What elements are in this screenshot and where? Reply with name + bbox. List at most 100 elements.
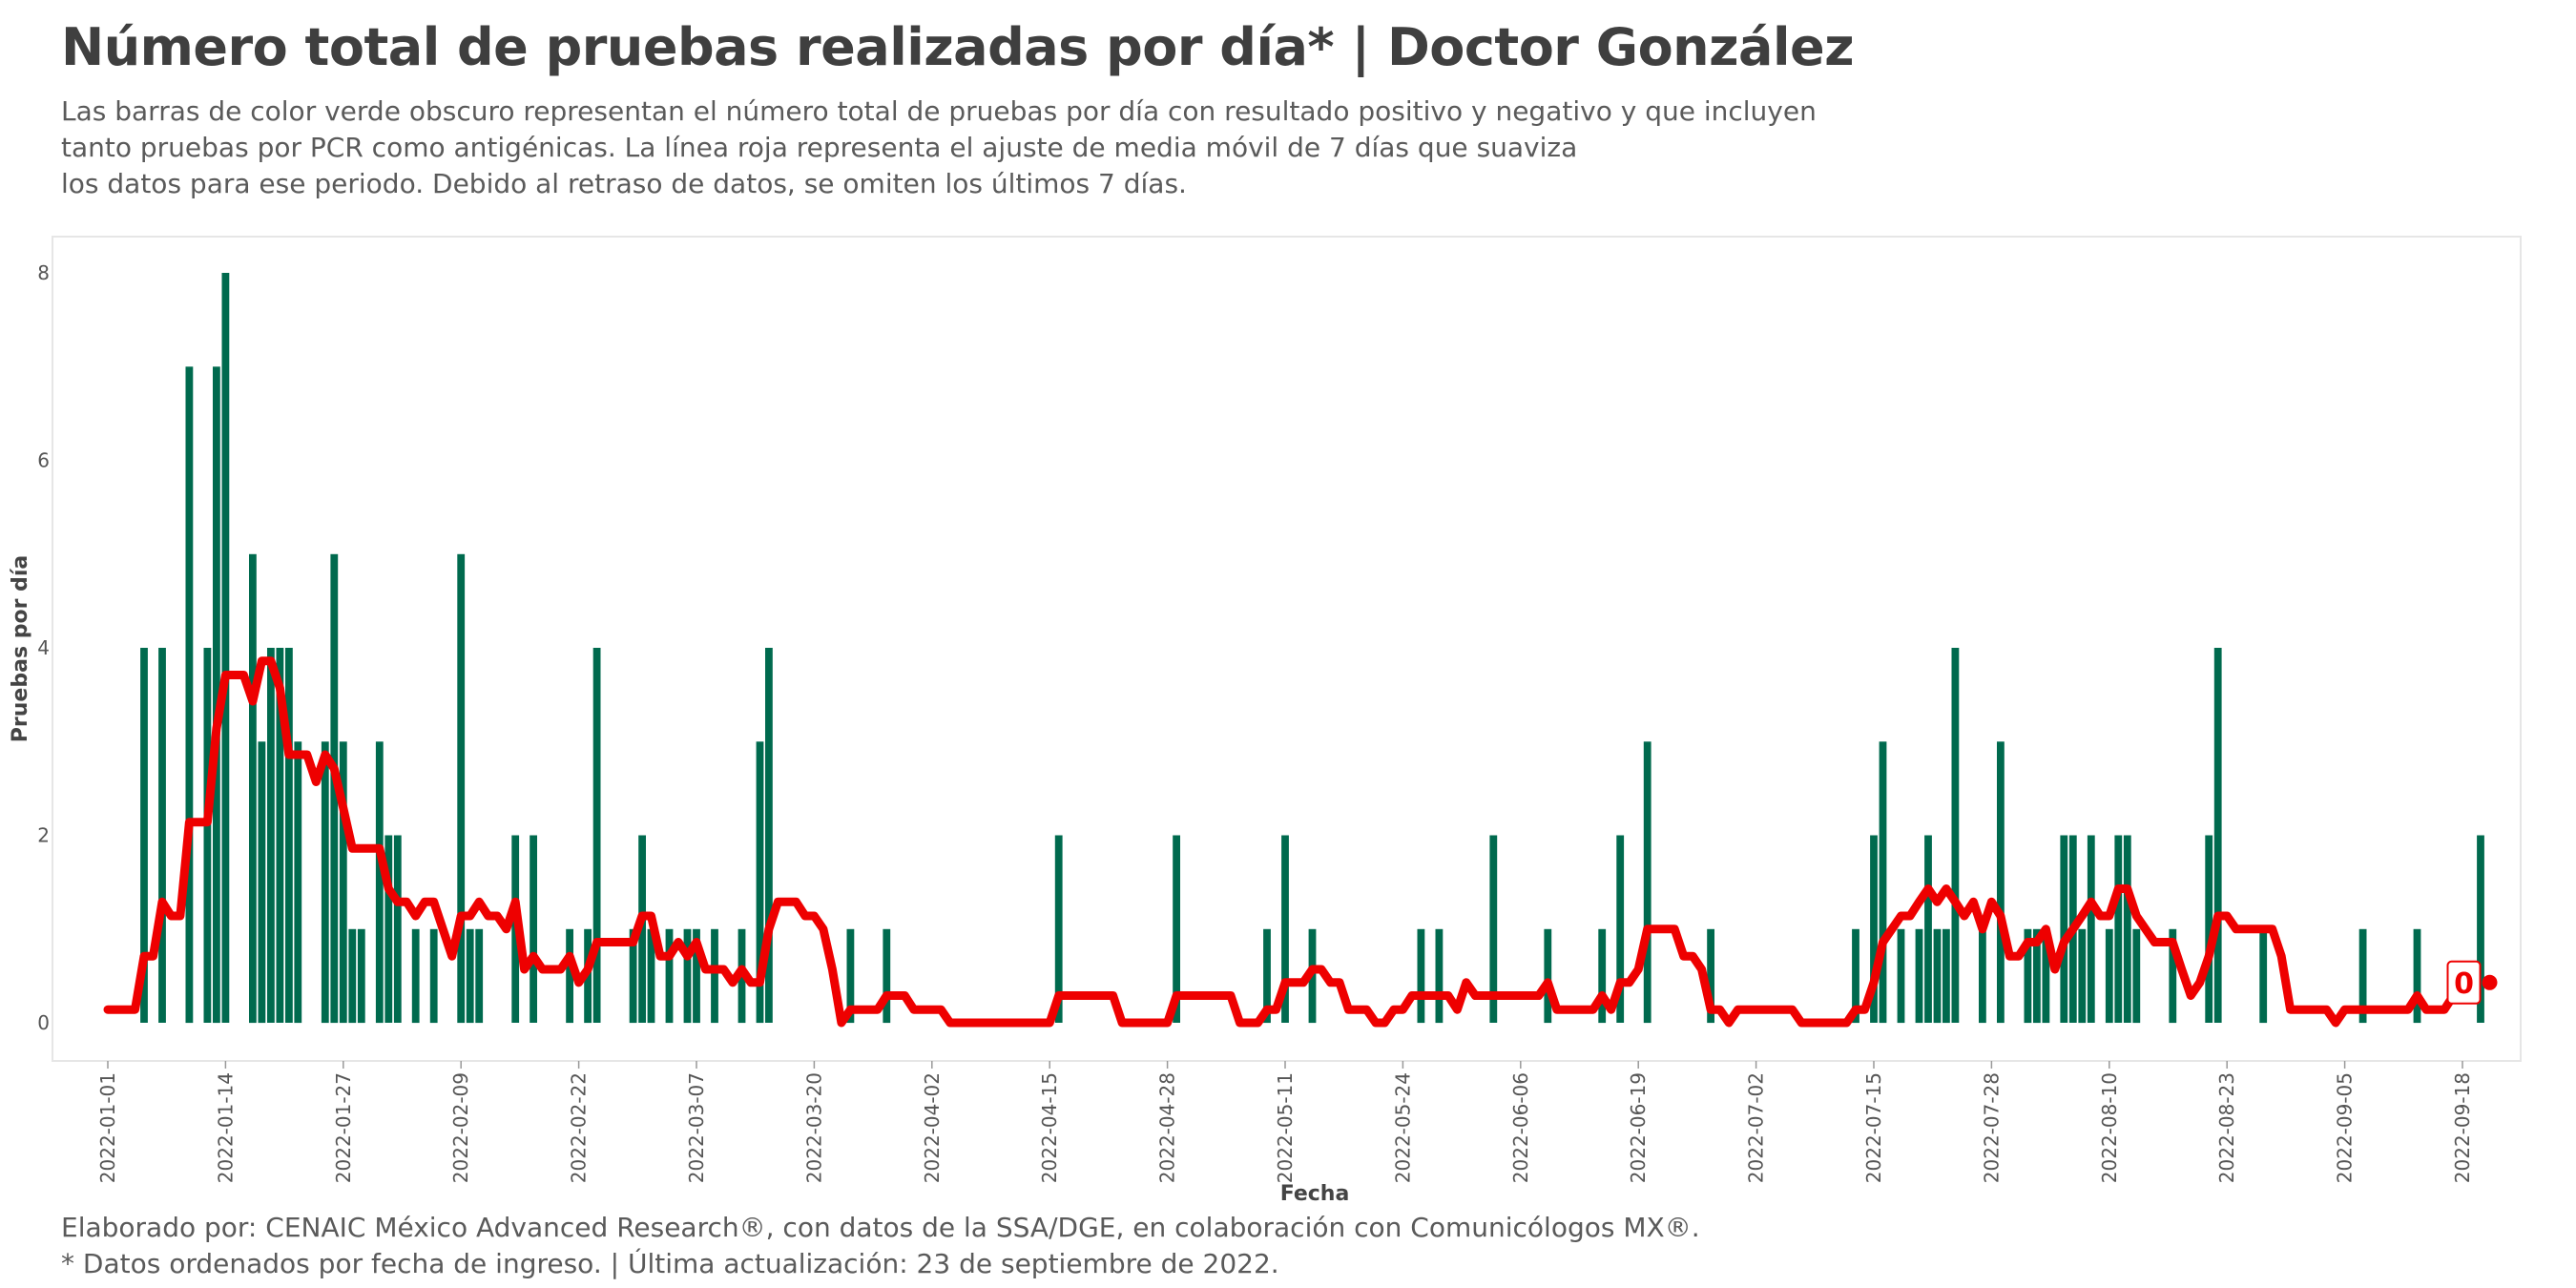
bar (1173, 835, 1180, 1023)
y-tick-label: 8 (37, 261, 50, 284)
bar (321, 741, 329, 1024)
end-marker: 0 (2446, 960, 2498, 1005)
end-label: 0 (2454, 967, 2474, 1001)
y-tick-label: 6 (37, 449, 50, 472)
bar (475, 928, 484, 1024)
bar (1951, 648, 1960, 1023)
subtitle-line: tanto pruebas por PCR como antigénicas. … (61, 132, 1578, 163)
bar (1263, 928, 1271, 1024)
bar (2477, 835, 2484, 1023)
bar (258, 741, 266, 1024)
end-label-box (2446, 960, 2482, 1005)
x-tick-label: 2022-08-23 (2215, 1072, 2238, 1183)
bar (1707, 928, 1714, 1024)
bar (2024, 928, 2032, 1024)
bar (249, 553, 257, 1024)
bar (276, 648, 284, 1023)
bar (384, 835, 393, 1023)
bar (330, 553, 339, 1024)
bar (285, 648, 293, 1023)
plot-area-border (52, 236, 2522, 1062)
x-axis: 2022-01-01 2022-01-14 2022-01-27 2022-02-09… (96, 1061, 2474, 1183)
subtitle-line: los datos para ese periodo. Debido al re… (61, 168, 1187, 199)
bar (429, 928, 438, 1024)
x-tick-label: 2022-09-05 (2334, 1072, 2357, 1183)
bar (756, 741, 764, 1024)
x-tick-label: 2022-05-24 (1391, 1072, 1414, 1183)
bar (2078, 928, 2087, 1024)
y-tick-label: 2 (37, 824, 50, 847)
bar (2132, 928, 2141, 1024)
bar (158, 648, 166, 1023)
moving-average-line (103, 656, 2476, 1028)
x-tick-label: 2022-02-22 (568, 1072, 591, 1183)
x-tick-label: 2022-01-14 (214, 1072, 237, 1183)
bar (1544, 928, 1552, 1024)
x-tick-label: 2022-06-06 (1509, 1072, 1532, 1183)
x-axis-title: Fecha (1280, 1182, 1350, 1206)
bar (1643, 741, 1652, 1024)
bar (1897, 928, 1905, 1024)
bar (711, 928, 718, 1024)
bar (375, 741, 384, 1024)
y-axis: 0 2 4 6 8 (37, 261, 50, 1034)
bar (1417, 928, 1425, 1024)
bar (203, 648, 212, 1023)
bar (1852, 928, 1859, 1024)
bar (2060, 835, 2068, 1023)
bar (411, 928, 420, 1024)
bar (1616, 835, 1625, 1023)
x-tick-label: 2022-04-15 (1038, 1072, 1061, 1183)
bar (2259, 928, 2268, 1024)
x-tick-label: 2022-07-28 (1980, 1072, 2003, 1183)
bar (2033, 928, 2041, 1024)
x-tick-label: 2022-08-10 (2098, 1072, 2121, 1183)
x-tick-label: 2022-04-28 (1156, 1072, 1179, 1183)
bar (2105, 928, 2113, 1024)
chart-title: Número total de pruebas realizadas por d… (61, 17, 1855, 77)
bar (466, 928, 474, 1024)
bar (883, 928, 891, 1024)
bar (1942, 928, 1950, 1024)
bar (2114, 835, 2123, 1023)
bar (2213, 648, 2222, 1023)
bar (2042, 928, 2050, 1024)
bar (629, 928, 637, 1024)
bar (1879, 741, 1887, 1024)
x-tick-label: 2022-01-27 (332, 1072, 355, 1183)
bar (1435, 928, 1444, 1024)
bar (765, 648, 773, 1023)
bar (1997, 741, 2005, 1024)
bar (846, 928, 855, 1024)
bar (2358, 928, 2367, 1024)
bar (1281, 835, 1289, 1023)
x-tick-label: 2022-06-19 (1627, 1072, 1650, 1183)
bar (530, 835, 537, 1023)
x-tick-label: 2022-04-02 (921, 1072, 944, 1183)
caption-line: Elaborado por: CENAIC México Advanced Re… (61, 1212, 1700, 1243)
x-tick-label: 2022-07-15 (1862, 1072, 1885, 1183)
bar (2087, 835, 2095, 1023)
caption-line: * Datos ordenados por fecha de ingreso. … (61, 1248, 1279, 1279)
x-tick-label: 2022-03-07 (685, 1072, 708, 1183)
bar (267, 648, 275, 1023)
x-tick-label: 2022-07-02 (1745, 1072, 1768, 1183)
bar (213, 366, 220, 1024)
bar (638, 835, 646, 1023)
bar (1915, 928, 1923, 1024)
bar (566, 928, 573, 1024)
bar (1924, 835, 1932, 1023)
bar (1933, 928, 1942, 1024)
bar (221, 273, 230, 1023)
bar (1489, 835, 1498, 1023)
bar (1054, 835, 1063, 1023)
bar (592, 648, 601, 1023)
chart-subtitle: Las barras de color verde obscuro repres… (61, 93, 1874, 202)
x-tick-label: 2022-01-01 (96, 1072, 119, 1183)
bar (339, 741, 347, 1024)
x-tick-label: 2022-02-09 (449, 1072, 472, 1183)
bar (665, 928, 674, 1024)
bar (1870, 835, 1878, 1023)
subtitle-line: Las barras de color verde obscuro repres… (61, 95, 1817, 127)
